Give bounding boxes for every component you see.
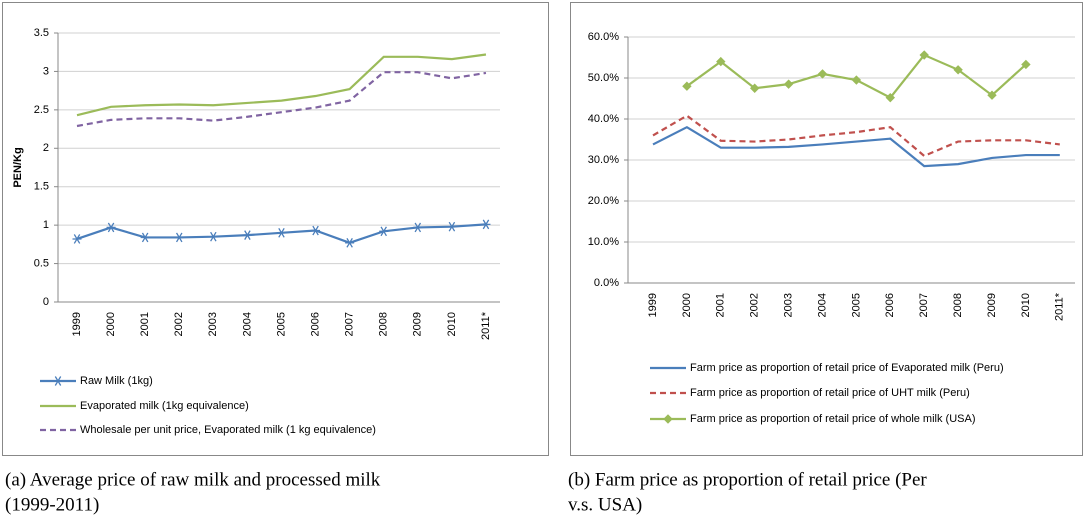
y-tick-label: 2.5	[34, 104, 49, 116]
y-tick-label: 0.5	[34, 257, 49, 269]
y-tick-label: 10.0%	[588, 236, 619, 248]
marker	[242, 230, 252, 240]
marker	[140, 232, 150, 243]
legend-label: Farm price as proportion of retail price…	[690, 413, 975, 425]
marker	[817, 69, 828, 79]
x-tick-label: 1999	[71, 312, 83, 336]
series-line	[652, 125, 1060, 168]
x-tick-label: 2004	[241, 312, 253, 336]
caption: v.s. USA)	[568, 494, 642, 515]
marker	[682, 81, 692, 91]
y-tick-label: 3.5	[34, 27, 49, 39]
x-tick-label: 2001	[139, 312, 151, 336]
x-tick-label: 2000	[681, 293, 693, 317]
caption: (a) Average price of raw milk and proces…	[5, 469, 381, 490]
legend-label: Evaporated milk (1kg equivalence)	[80, 400, 249, 412]
y-tick-label: 0.0%	[594, 277, 619, 289]
marker	[716, 56, 726, 67]
marker	[53, 376, 63, 386]
marker	[276, 227, 286, 238]
series-line	[652, 114, 1060, 158]
marker	[783, 79, 794, 89]
marker	[851, 75, 862, 85]
x-tick-label: 2008	[952, 293, 964, 317]
y-tick-label: 50.0%	[588, 72, 619, 84]
marker	[345, 237, 355, 248]
legend-label: Farm price as proportion of retail price…	[690, 362, 1004, 374]
x-tick-label: 2000	[105, 312, 117, 336]
marker	[749, 83, 760, 93]
marker	[208, 231, 218, 242]
x-tick-label: 2009	[986, 293, 998, 317]
y-tick-label: 0	[43, 296, 49, 308]
x-tick-label: 2010	[1020, 293, 1032, 317]
marker	[1021, 59, 1031, 70]
marker	[447, 221, 457, 232]
marker	[919, 50, 929, 60]
legend-label: Raw Milk (1kg)	[80, 375, 153, 387]
marker	[379, 226, 389, 237]
panel-border	[2, 2, 549, 456]
y-tick-label: 1	[43, 219, 49, 231]
marker	[413, 222, 423, 233]
x-tick-label: 2002	[173, 312, 185, 336]
caption: (1999-2011)	[5, 494, 99, 515]
x-tick-label: 2003	[783, 293, 795, 317]
x-tick-label: 2004	[816, 293, 828, 317]
x-tick-label: 2005	[275, 312, 287, 336]
marker	[481, 219, 491, 230]
x-tick-label: 2005	[850, 293, 862, 317]
marker	[663, 414, 673, 424]
y-tick-label: 1.5	[34, 181, 49, 193]
x-tick-label: 2007	[918, 293, 930, 317]
panel-border	[570, 2, 1083, 456]
y-tick-label: 2	[43, 142, 49, 154]
x-tick-label: 2007	[344, 312, 356, 336]
series-line	[76, 71, 487, 128]
x-tick-label: 2002	[749, 293, 761, 317]
y-tick-label: 20.0%	[588, 195, 619, 207]
marker	[953, 65, 963, 75]
x-tick-label: 2003	[207, 312, 219, 336]
y-tick-label: 40.0%	[588, 113, 619, 125]
series-line	[76, 53, 487, 117]
y-tick-label: 3	[43, 65, 49, 77]
caption: (b) Farm price as proportion of retail p…	[568, 469, 927, 490]
x-tick-label: 2008	[378, 312, 390, 336]
legend-label: Wholesale per unit price, Evaporated mil…	[80, 424, 376, 436]
x-tick-label: 2006	[884, 293, 896, 317]
y-axis-label: PEN/Kg	[12, 147, 24, 187]
marker	[885, 92, 896, 103]
y-tick-label: 30.0%	[588, 154, 619, 166]
marker	[987, 90, 997, 100]
x-tick-label: 2011*	[480, 311, 492, 340]
x-tick-label: 2011*	[1054, 292, 1066, 321]
x-tick-label: 1999	[647, 293, 659, 317]
marker	[174, 232, 184, 243]
x-tick-label: 2010	[446, 312, 458, 336]
marker	[106, 222, 116, 233]
x-tick-label: 2009	[412, 312, 424, 336]
marker	[311, 225, 321, 236]
x-tick-label: 2001	[715, 293, 727, 317]
marker	[72, 234, 82, 244]
legend-label: Farm price as proportion of retail price…	[690, 387, 970, 399]
y-tick-label: 60.0%	[588, 31, 619, 43]
x-tick-label: 2006	[309, 312, 321, 336]
